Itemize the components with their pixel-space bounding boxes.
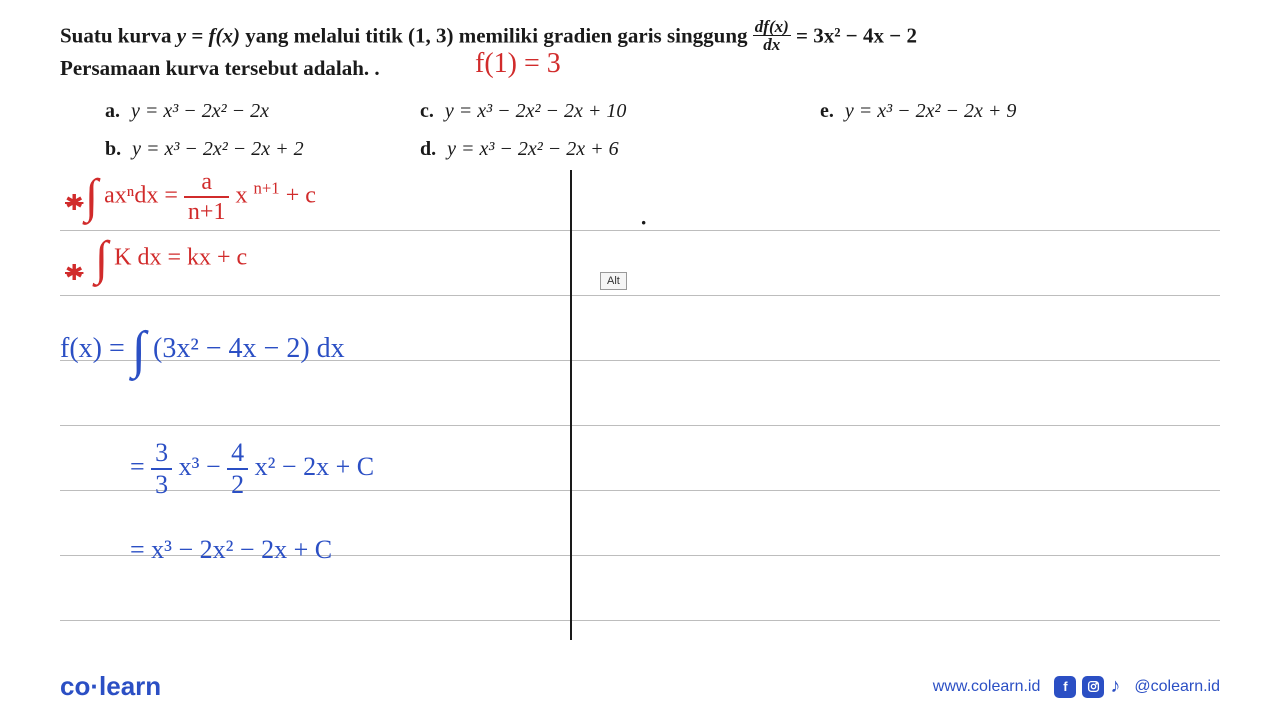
integral-symbol: ∫ bbox=[85, 178, 98, 216]
w2-f2-den: 2 bbox=[227, 470, 248, 498]
integral-symbol: ∫ bbox=[132, 330, 146, 372]
work-line-1: f(x) = ∫ (3x² − 4x − 2) dx bbox=[60, 330, 345, 372]
facebook-icon: f bbox=[1054, 676, 1076, 698]
colearn-logo: co·learn bbox=[60, 671, 161, 702]
vertical-divider bbox=[570, 170, 572, 640]
w2-mid1: x³ − bbox=[179, 452, 227, 481]
w2-eq: = bbox=[130, 452, 151, 481]
option-c-label: c. bbox=[420, 100, 434, 122]
option-d-text: y = x³ − 2x² − 2x + 6 bbox=[447, 138, 618, 160]
frac-den: dx bbox=[753, 36, 791, 53]
logo-learn: learn bbox=[99, 671, 161, 701]
footer-right: www.colearn.id f ♪ @colearn.id bbox=[933, 676, 1220, 698]
social-handle: @colearn.id bbox=[1134, 678, 1220, 696]
f1-sup: n+1 bbox=[253, 179, 279, 198]
option-a-label: a. bbox=[105, 100, 120, 122]
q-mid: yang melalui titik (1, 3) memiliki gradi… bbox=[245, 23, 753, 47]
asterisk-1: ✱ bbox=[65, 190, 83, 216]
f1-frac: a n+1 bbox=[184, 170, 230, 224]
option-d-label: d. bbox=[420, 138, 436, 160]
option-a: a. y = x³ − 2x² − 2x bbox=[105, 100, 269, 123]
work-line-2: = 3 3 x³ − 4 2 x² − 2x + C bbox=[130, 440, 374, 498]
logo-co: co bbox=[60, 671, 90, 701]
option-b-label: b. bbox=[105, 138, 121, 160]
f1-den: n+1 bbox=[184, 198, 230, 224]
asterisk-2: ✱ bbox=[65, 260, 83, 286]
option-e-text: y = x³ − 2x² − 2x + 9 bbox=[845, 100, 1016, 122]
instagram-icon bbox=[1082, 676, 1104, 698]
rule-line bbox=[60, 425, 1220, 426]
q-post: = 3x² − 4x − 2 bbox=[796, 23, 917, 47]
rule-line bbox=[60, 295, 1220, 296]
option-b: b. y = x³ − 2x² − 2x + 2 bbox=[105, 138, 304, 161]
alt-tooltip: Alt bbox=[600, 272, 627, 290]
work-line-3: = x³ − 2x² − 2x + C bbox=[130, 535, 332, 565]
w2-f1-den: 3 bbox=[151, 470, 172, 498]
frac-num: df(x) bbox=[753, 18, 791, 36]
rule-line bbox=[60, 620, 1220, 621]
option-a-text: y = x³ − 2x² − 2x bbox=[131, 100, 269, 122]
tiktok-icon: ♪ bbox=[1110, 676, 1120, 698]
w2-f2-num: 4 bbox=[227, 440, 248, 470]
option-c-text: y = x³ − 2x² − 2x + 10 bbox=[445, 100, 626, 122]
f2-text: K dx = kx + c bbox=[114, 245, 247, 271]
option-e: e. y = x³ − 2x² − 2x + 9 bbox=[820, 100, 1016, 123]
f1-end: + c bbox=[286, 183, 316, 209]
option-b-text: y = x³ − 2x² − 2x + 2 bbox=[132, 138, 303, 160]
derivative-fraction: df(x) dx bbox=[753, 18, 791, 53]
logo-dot: · bbox=[90, 671, 99, 701]
cursor-dot: · bbox=[640, 210, 647, 236]
option-d: d. y = x³ − 2x² − 2x + 6 bbox=[420, 138, 619, 161]
q-pre: Suatu kurva bbox=[60, 23, 177, 47]
annotation-f1-3: f(1) = 3 bbox=[475, 48, 561, 80]
w1-body: (3x² − 4x − 2) dx bbox=[153, 333, 345, 364]
w2-f1-num: 3 bbox=[151, 440, 172, 470]
website-url: www.colearn.id bbox=[933, 678, 1041, 696]
option-c: c. y = x³ − 2x² − 2x + 10 bbox=[420, 100, 626, 123]
footer: co·learn www.colearn.id f ♪ @colearn.id bbox=[0, 671, 1280, 702]
integral-symbol: ∫ bbox=[95, 240, 108, 278]
q-eq: y = f(x) bbox=[177, 23, 240, 47]
w1-pre: f(x) = bbox=[60, 333, 132, 364]
formula-constant-rule: ∫ K dx = kx + c bbox=[95, 240, 247, 278]
formula-power-rule: ∫ axⁿdx = a n+1 x n+1 + c bbox=[85, 170, 316, 224]
option-e-label: e. bbox=[820, 100, 834, 122]
f1-num: a bbox=[184, 170, 230, 198]
w2-frac1: 3 3 bbox=[151, 440, 172, 498]
w2-mid2: x² − 2x + C bbox=[255, 452, 374, 481]
w2-frac2: 4 2 bbox=[227, 440, 248, 498]
f1-rhs: x bbox=[235, 183, 247, 209]
question-line-2: Persamaan kurva tersebut adalah. . bbox=[60, 56, 380, 81]
f1-lhs: axⁿdx = bbox=[104, 183, 178, 209]
social-icons: f ♪ bbox=[1054, 676, 1120, 698]
